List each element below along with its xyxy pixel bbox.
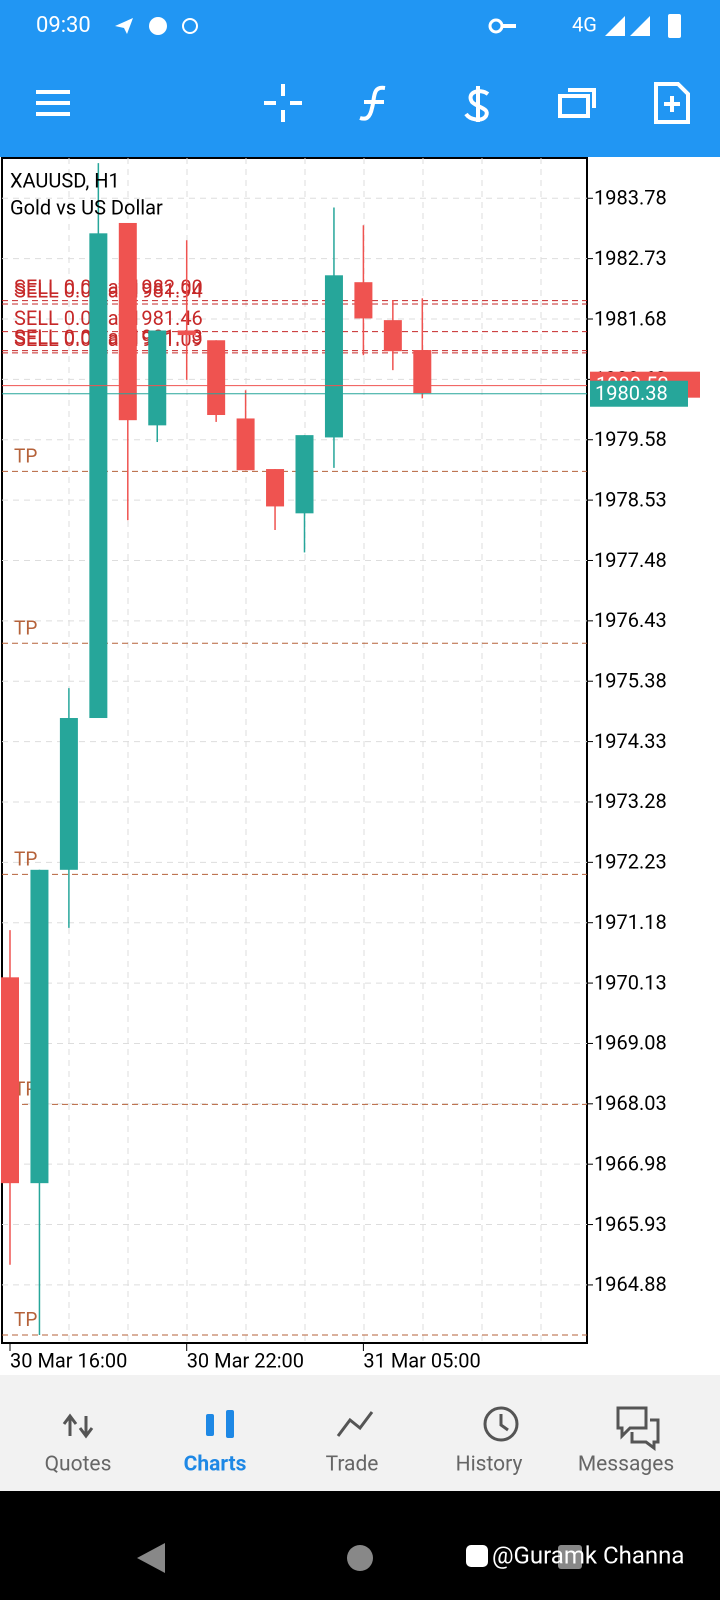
order-label: SELL 0.01 at 1981.13 (14, 325, 203, 349)
y-tick-label: 1970.13 (594, 970, 667, 994)
nav-label[interactable]: Quotes (45, 1453, 112, 1477)
order-label: SELL 0.01 at 1981.09 (14, 327, 203, 351)
battery-icon (668, 14, 681, 38)
trade-button[interactable] (464, 86, 490, 122)
crosshair-button[interactable] (264, 84, 302, 122)
candle-body (266, 469, 285, 507)
back-button[interactable] (137, 1543, 165, 1573)
candle-body (148, 330, 167, 426)
chart: 1983.781982.731981.681980.631979.581978.… (1, 158, 700, 1372)
chart-description: Gold vs US Dollar (10, 195, 163, 219)
y-tick-label: 1978.53 (594, 487, 667, 511)
bid-label: 1980.38 (595, 381, 668, 405)
y-tick-label: 1974.33 (594, 729, 667, 753)
nav-label[interactable]: Charts (184, 1453, 247, 1477)
candle-body (89, 233, 108, 719)
candle-body (236, 418, 255, 471)
take-profit-label: TP (14, 1308, 37, 1331)
history-icon[interactable] (499, 1414, 509, 1432)
y-tick-label: 1972.23 (594, 850, 667, 874)
y-tick-label: 1976.43 (594, 608, 667, 632)
x-tick-label: 30 Mar 22:00 (187, 1348, 304, 1372)
recents-button[interactable] (558, 1545, 582, 1569)
y-tick-label: 1979.58 (594, 427, 667, 451)
order-label: SELL 0.01 at 1981.46 (14, 306, 203, 330)
y-tick-label: 1981.68 (594, 306, 667, 330)
quotes-icon[interactable] (62, 1413, 94, 1439)
history-icon[interactable] (483, 1406, 519, 1442)
menu-button[interactable] (36, 90, 70, 116)
candle-body (354, 282, 373, 319)
windows-button[interactable] (558, 88, 596, 118)
home-button[interactable] (347, 1545, 373, 1571)
status-icon (115, 18, 133, 34)
take-profit-label: TP (14, 616, 37, 639)
x-tick-label: 31 Mar 05:00 (363, 1348, 480, 1372)
y-tick-label: 1964.88 (594, 1272, 667, 1296)
status-icon (149, 17, 167, 35)
nav-label[interactable]: Messages (578, 1453, 674, 1477)
y-tick-label: 1966.98 (594, 1151, 667, 1175)
status-time: 09:30 (36, 13, 91, 38)
trade-icon[interactable] (336, 1411, 374, 1437)
charts-icon[interactable] (226, 1410, 234, 1438)
x-tick-label: 30 Mar 16:00 (10, 1348, 127, 1372)
new-order-button[interactable] (654, 82, 690, 124)
charts-icon[interactable] (206, 1414, 214, 1436)
status-network: 4G (572, 12, 597, 36)
y-tick-label: 1965.93 (594, 1212, 667, 1236)
nav-label[interactable]: Trade (326, 1453, 379, 1477)
signal-icon (605, 16, 650, 36)
y-tick-label: 1983.78 (594, 186, 667, 210)
candle-body (59, 718, 78, 870)
candle-body (207, 340, 226, 416)
bottom-nav (0, 1375, 720, 1491)
watermark: @Guramk Channa (492, 1541, 684, 1569)
candle-body (295, 435, 314, 514)
y-tick-label: 1977.48 (594, 548, 667, 572)
candle-body (383, 320, 402, 352)
candle-body (177, 330, 196, 336)
chart-symbol: XAUUSD, H1 (10, 168, 120, 192)
candle-body (413, 350, 432, 394)
candle-body (30, 869, 49, 1184)
y-tick-label: 1982.73 (594, 246, 667, 270)
bid-label-box (590, 380, 688, 407)
messages-icon[interactable] (616, 1406, 660, 1451)
facebook-icon (466, 1545, 488, 1567)
y-tick-label: 1975.38 (594, 668, 667, 692)
y-tick-label: 1969.08 (594, 1031, 667, 1055)
nav-label[interactable]: History (456, 1453, 523, 1477)
candle-body (1, 977, 19, 1184)
take-profit-label: TP (14, 444, 37, 467)
app-bar (0, 0, 720, 157)
order-label: SELL 0.01 at 1982.00 (14, 275, 203, 299)
order-label: SELL 0.01 at 1981.94 (14, 278, 203, 302)
y-tick-label: 1968.03 (594, 1091, 667, 1115)
take-profit-label: TP (14, 847, 37, 870)
y-tick-label: 1973.28 (594, 789, 667, 813)
candle-body (118, 222, 137, 421)
key-icon (502, 24, 516, 28)
status-icon (182, 18, 198, 34)
y-tick-label: 1971.18 (594, 910, 667, 934)
indicators-button[interactable] (359, 85, 386, 121)
candle-body (324, 275, 343, 438)
